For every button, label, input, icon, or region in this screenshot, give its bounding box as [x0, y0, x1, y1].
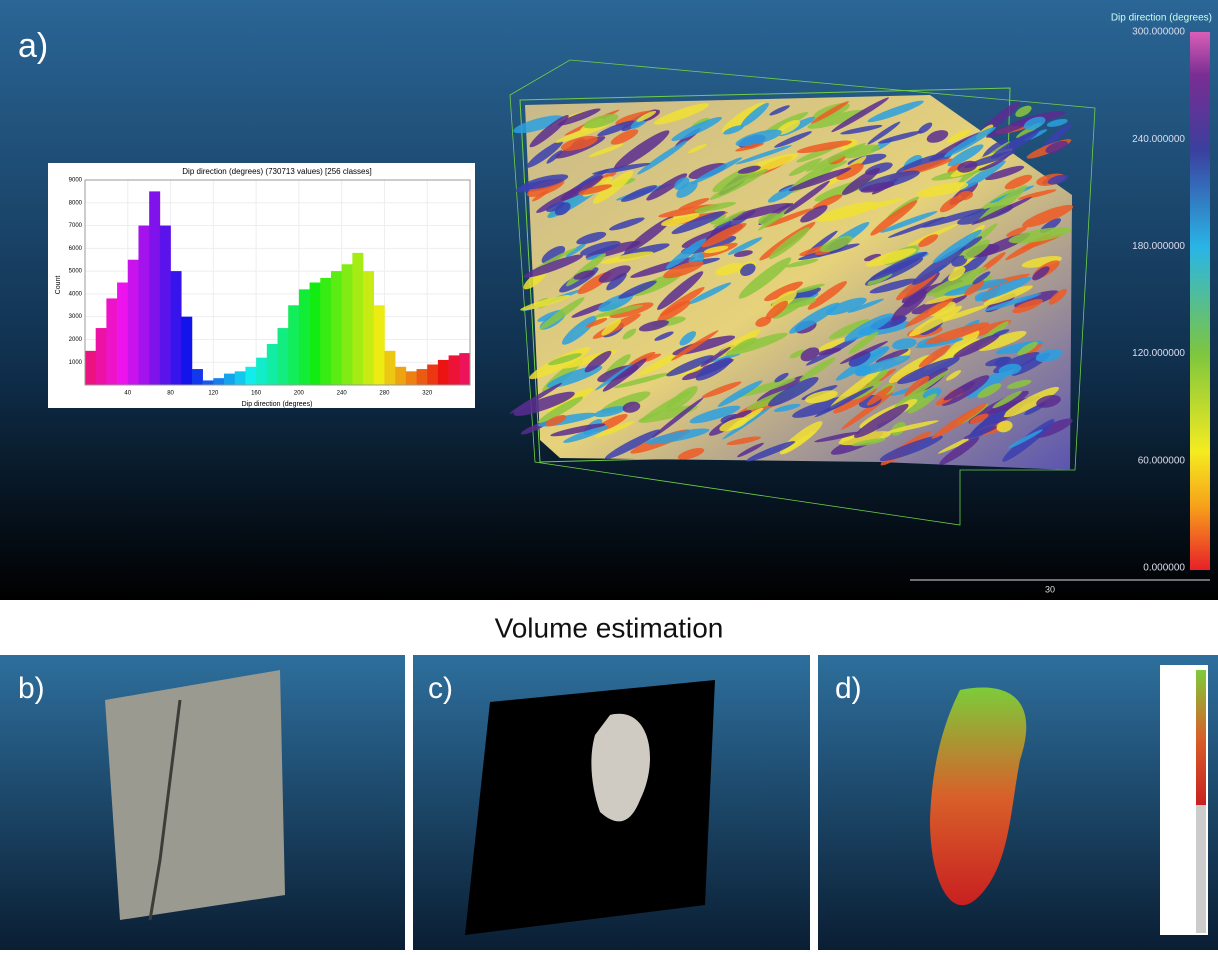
x-tick-label: 80 — [167, 391, 174, 397]
bar — [267, 344, 278, 385]
x-tick-label: 240 — [337, 391, 348, 397]
x-tick-label: 120 — [208, 391, 219, 397]
bar — [85, 351, 96, 385]
y-tick-label: 5000 — [69, 269, 83, 275]
bar — [320, 278, 331, 385]
y-tick-label: 9000 — [69, 178, 83, 184]
bar — [96, 328, 107, 385]
x-tick-label: 280 — [379, 391, 390, 397]
y-tick-label: 6000 — [69, 246, 83, 252]
bar — [181, 317, 192, 385]
bar — [213, 378, 224, 385]
x-tick-label: 200 — [294, 391, 305, 397]
bar — [256, 358, 267, 385]
section-title: Volume estimation — [495, 612, 724, 643]
colorbar-label: 180.000000 — [1132, 241, 1185, 252]
bar — [106, 298, 117, 385]
colorbar — [1190, 32, 1210, 570]
bar — [299, 289, 310, 385]
colorbar-label: 0.000000 — [1143, 563, 1185, 574]
y-tick-label: 1000 — [69, 360, 83, 366]
bar — [406, 371, 417, 385]
bar — [278, 328, 289, 385]
figure: a) Dip direction (degrees) (730713 value… — [0, 0, 1218, 950]
panel-label: d) — [835, 672, 862, 705]
plane — [465, 680, 715, 935]
colorbar-label: 60.000000 — [1138, 455, 1186, 466]
y-tick-label: 3000 — [69, 314, 83, 320]
panel-label: c) — [428, 672, 453, 705]
bar — [363, 271, 374, 385]
bar — [352, 253, 363, 385]
bar — [138, 226, 149, 385]
x-tick-label: 320 — [422, 391, 433, 397]
y-axis-label: Count — [55, 276, 62, 295]
bar — [395, 367, 406, 385]
x-axis-label: Dip direction (degrees) — [242, 401, 313, 408]
bar — [235, 371, 246, 385]
bar — [342, 264, 353, 385]
bar — [310, 283, 321, 386]
bar — [160, 226, 171, 385]
rock-face — [105, 670, 285, 920]
distance-scale-bar — [1196, 805, 1206, 933]
bar — [224, 374, 235, 385]
bar — [149, 191, 160, 385]
y-tick-label: 4000 — [69, 291, 83, 297]
bar — [331, 271, 342, 385]
bar — [384, 351, 395, 385]
y-tick-label: 7000 — [69, 223, 83, 229]
x-tick-label: 40 — [124, 391, 131, 397]
histogram-title: Dip direction (degrees) (730713 values) … — [182, 167, 371, 176]
bar — [374, 305, 385, 385]
panel-d-bg — [818, 655, 1218, 950]
bar — [171, 271, 182, 385]
distance-scale-bar — [1196, 670, 1206, 805]
bar — [117, 283, 128, 386]
bar — [128, 260, 139, 385]
bar — [288, 305, 299, 385]
bar — [427, 365, 438, 386]
bar — [203, 380, 214, 385]
y-tick-label: 2000 — [69, 337, 83, 343]
panel-label: a) — [18, 27, 48, 65]
panel-label: b) — [18, 672, 45, 705]
colorbar-title: Dip direction (degrees) — [1111, 13, 1212, 24]
y-tick-label: 8000 — [69, 200, 83, 206]
colorbar-label: 120.000000 — [1132, 348, 1185, 359]
bar — [417, 369, 428, 385]
scale-label: 30 — [1045, 584, 1055, 594]
bar — [245, 367, 256, 385]
bar — [192, 369, 203, 385]
colorbar-label: 300.000000 — [1132, 27, 1185, 38]
bar — [438, 360, 449, 385]
colorbar-label: 240.000000 — [1132, 134, 1185, 145]
bar — [459, 353, 470, 385]
x-tick-label: 160 — [251, 391, 262, 397]
bar — [449, 355, 460, 385]
